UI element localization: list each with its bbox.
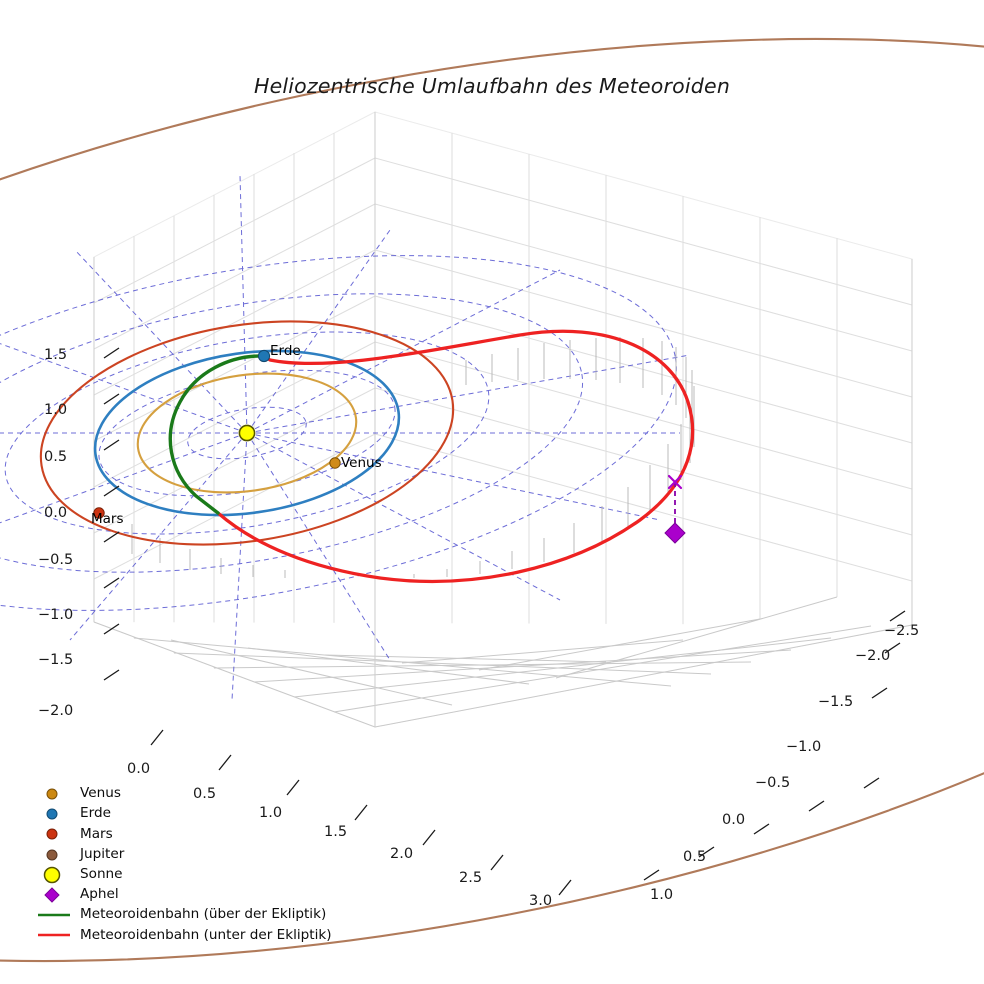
y-tick-label-6: −2.0: [855, 648, 891, 664]
annotation-erde: Erde: [270, 343, 301, 359]
ecliptic-polar-grid: [0, 174, 691, 701]
legend-label-meteoroid-above: Meteoroidenbahn (über der Ekliptik): [80, 906, 327, 923]
orbit-stem-lines: [131, 337, 695, 578]
page-title: Heliozentrische Umlaufbahn des Meteoroid…: [253, 74, 731, 98]
sonne-marker-icon: [36, 865, 80, 885]
z-tick-label-4: −0.5: [38, 552, 74, 568]
y-tick-label-4: −1.0: [786, 739, 822, 755]
y-tick-label-0: 1.0: [650, 887, 674, 903]
grid-floor: [93, 596, 913, 728]
annotation-mars: Mars: [91, 511, 124, 527]
x-tick-label-4: 2.0: [390, 846, 414, 862]
mars-marker-icon: [36, 824, 80, 844]
x-tick-label-1: 0.5: [193, 786, 217, 802]
legend-label-mars: Mars: [80, 825, 113, 842]
orbit-venus: [136, 372, 358, 494]
legend-label-venus: Venus: [80, 785, 121, 802]
x-tick-label-5: 2.5: [459, 870, 483, 886]
y-tick-label-1: 0.5: [683, 849, 707, 865]
z-tick-label-2: 0.5: [44, 449, 68, 465]
legend-label-meteoroid-below: Meteoroidenbahn (unter der Ekliptik): [80, 926, 332, 943]
planet-marker-mars: [93, 507, 105, 519]
legend-item-aphel[interactable]: Aphel: [36, 885, 336, 905]
legend-label-aphel: Aphel: [80, 886, 119, 903]
grid-back-left: [93, 133, 376, 712]
planet-marker-erde: [257, 349, 271, 363]
legend: Venus Erde Mars Jupiter Sonne: [36, 784, 336, 946]
z-tick-label-3: 0.0: [44, 505, 68, 521]
legend-item-mars[interactable]: Mars: [36, 824, 336, 844]
legend-label-erde: Erde: [80, 805, 111, 822]
z-tick-label-1: 1.0: [44, 402, 68, 418]
aphel-projection-x-icon: [667, 474, 683, 490]
y-tick-label-2: 0.0: [722, 812, 746, 828]
jupiter-marker-icon: [36, 845, 80, 865]
planet-marker-venus: [329, 457, 341, 469]
legend-item-meteoroid-below[interactable]: Meteoroidenbahn (unter der Ekliptik): [36, 925, 336, 945]
axis-ticks: [103, 347, 906, 896]
grid-back-right: [374, 133, 913, 705]
legend-item-erde[interactable]: Erde: [36, 804, 336, 824]
annotation-venus: Venus: [341, 455, 382, 471]
orbit-mars: [39, 320, 455, 546]
z-tick-label-5: −1.0: [38, 607, 74, 623]
z-tick-label-0: 1.5: [44, 347, 68, 363]
aphel-marker: [664, 522, 686, 544]
y-tick-label-7: −2.5: [884, 623, 920, 639]
x-tick-label-6: 3.0: [529, 893, 553, 909]
legend-item-venus[interactable]: Venus: [36, 784, 336, 804]
z-tick-label-6: −1.5: [38, 652, 74, 668]
aphel-marker-icon: [36, 885, 80, 905]
y-tick-label-5: −1.5: [818, 694, 854, 710]
x-tick-label-2: 1.0: [259, 805, 283, 821]
legend-label-sonne: Sonne: [80, 866, 123, 883]
axes-box-edges: [93, 112, 913, 727]
legend-item-jupiter[interactable]: Jupiter: [36, 845, 336, 865]
meteoroid-orbit-below: [216, 329, 695, 584]
z-tick-label-7: −2.0: [38, 703, 74, 719]
y-tick-label-3: −0.5: [755, 775, 791, 791]
orbit-erde: [93, 349, 401, 517]
x-tick-label-0: 0.0: [127, 761, 151, 777]
meteoroid-above-line-icon: [36, 905, 80, 925]
erde-marker-icon: [36, 804, 80, 824]
legend-item-sonne[interactable]: Sonne: [36, 865, 336, 885]
venus-marker-icon: [36, 784, 80, 804]
meteoroid-orbit-above: [168, 354, 266, 515]
x-tick-label-3: 1.5: [324, 824, 348, 840]
legend-label-jupiter: Jupiter: [80, 845, 125, 862]
sun-marker: [238, 424, 256, 442]
legend-item-meteoroid-above[interactable]: Meteoroidenbahn (über der Ekliptik): [36, 905, 336, 925]
meteoroid-below-line-icon: [36, 925, 80, 945]
